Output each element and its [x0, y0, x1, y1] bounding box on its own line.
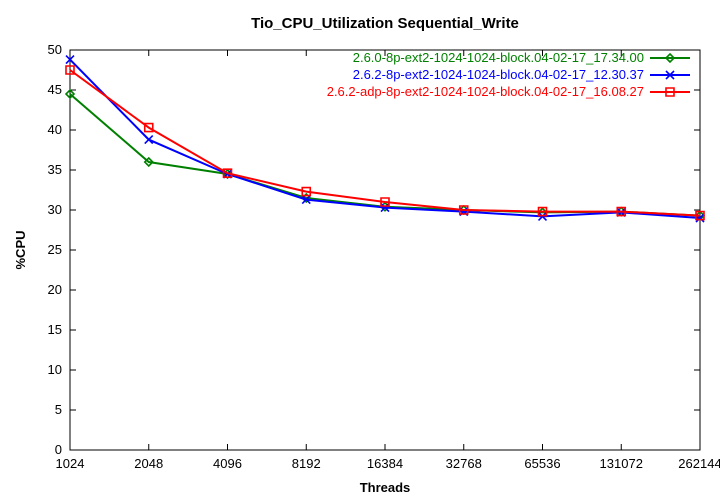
x-tick-label: 2048 [134, 456, 163, 471]
y-tick-label: 15 [48, 322, 62, 337]
y-tick-label: 20 [48, 282, 62, 297]
y-tick-label: 45 [48, 82, 62, 97]
x-tick-label: 131072 [600, 456, 643, 471]
x-tick-label: 16384 [367, 456, 403, 471]
x-tick-label: 4096 [213, 456, 242, 471]
chart-title: Tio_CPU_Utilization Sequential_Write [251, 15, 519, 32]
x-tick-label: 1024 [56, 456, 85, 471]
y-tick-label: 0 [55, 442, 62, 457]
y-tick-label: 5 [55, 402, 62, 417]
y-tick-label: 35 [48, 162, 62, 177]
legend-label: 2.6.2-8p-ext2-1024-1024-block.04-02-17_1… [353, 67, 644, 82]
cpu-utilization-chart: 0 5 10 15 20 25 30 35 40 45 50 1024 2048 4096 8192 1638… [0, 0, 720, 504]
legend-label: 2.6.0-8p-ext2-1024-1024-block.04-02-17_1… [353, 50, 644, 65]
y-axis-label: %CPU [13, 230, 28, 269]
legend-label: 2.6.2-adp-8p-ext2-1024-1024-block.04-02-… [327, 84, 644, 99]
y-tick-label: 30 [48, 202, 62, 217]
x-tick-label: 32768 [446, 456, 482, 471]
x-tick-label: 65536 [524, 456, 560, 471]
x-tick-label: 8192 [292, 456, 321, 471]
y-tick-label: 25 [48, 242, 62, 257]
x-tick-label: 262144 [678, 456, 720, 471]
y-tick-label: 10 [48, 362, 62, 377]
x-axis-label: Threads [360, 480, 411, 495]
y-tick-label: 40 [48, 122, 62, 137]
y-tick-label: 50 [48, 42, 62, 57]
